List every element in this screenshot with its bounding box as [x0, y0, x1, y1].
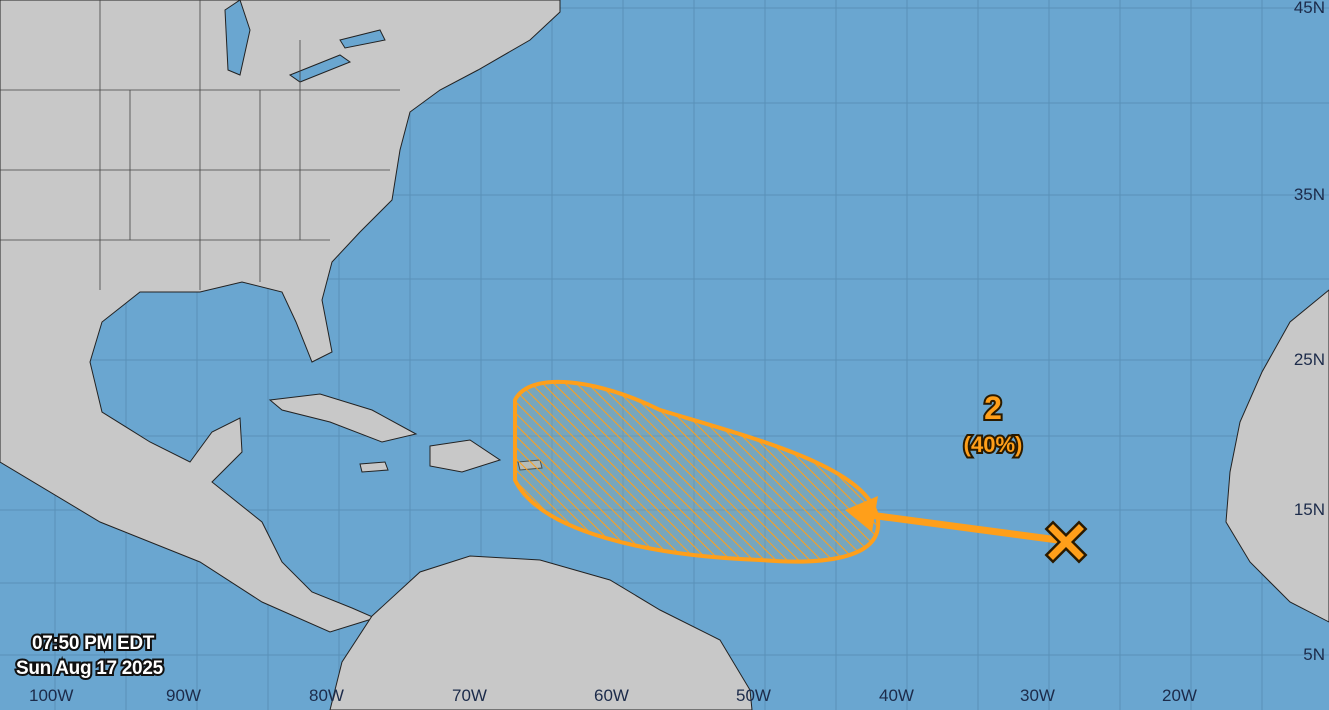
latitude-label: 5N	[1303, 645, 1325, 664]
north-america	[0, 0, 561, 633]
latitude-label: 35N	[1293, 185, 1325, 204]
timestamp-date: Sun Aug 17 2025	[14, 656, 165, 681]
latitude-label: 45N	[1293, 0, 1325, 17]
longitude-label: 60W	[594, 686, 629, 705]
jamaica	[359, 461, 389, 473]
latitude-label: 15N	[1293, 500, 1325, 519]
state-borders	[0, 0, 400, 290]
longitude-label: 40W	[879, 686, 914, 705]
africa	[1225, 289, 1329, 623]
south-america	[329, 555, 753, 710]
longitude-label: 20W	[1162, 686, 1197, 705]
disturbance-area	[513, 379, 881, 564]
longitude-label: 100W	[29, 686, 74, 705]
x-icon	[1044, 520, 1088, 564]
arrow-head-icon	[845, 496, 878, 532]
longitude-label: 80W	[309, 686, 344, 705]
cuba	[268, 393, 418, 443]
timestamp-time: 07:50 PM EDT	[30, 631, 156, 656]
latitude-label: 25N	[1293, 350, 1325, 369]
disturbance-number[interactable]: 2	[982, 388, 1004, 428]
longitude-label: 70W	[452, 686, 487, 705]
longitude-label: 30W	[1020, 686, 1055, 705]
longitude-label: 50W	[736, 686, 771, 705]
hispaniola	[429, 439, 502, 473]
longitude-label: 90W	[166, 686, 201, 705]
track-arrow	[869, 511, 1059, 544]
disturbance-probability: (40%)	[962, 430, 1025, 459]
great-lakes	[224, 0, 386, 83]
